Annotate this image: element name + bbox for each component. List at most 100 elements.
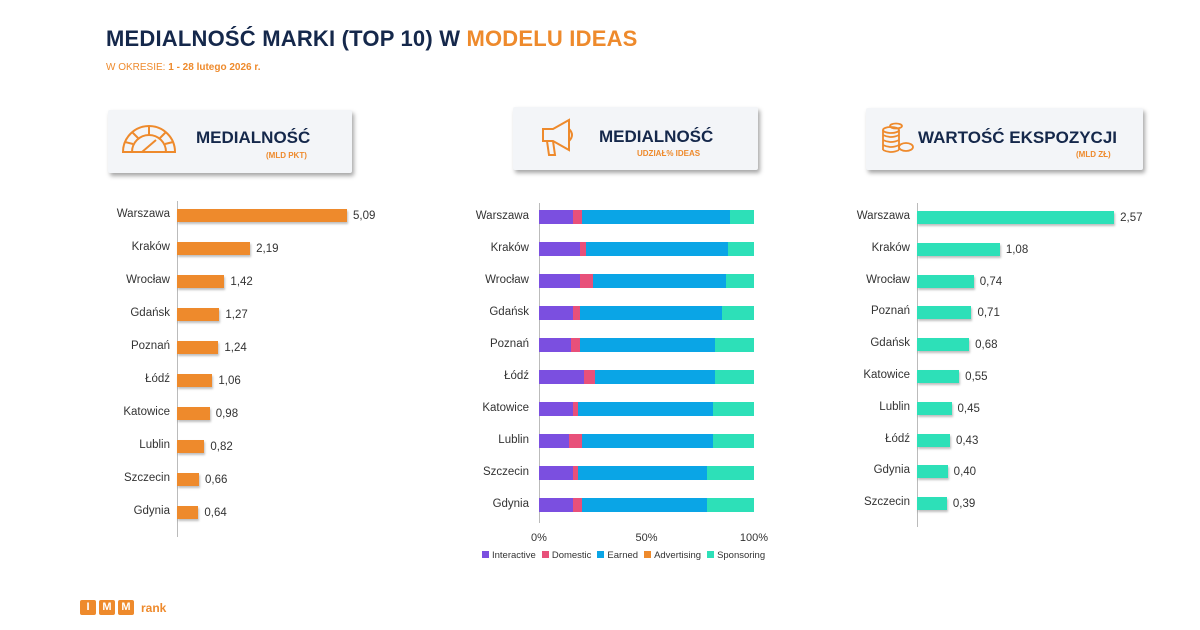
legend-item: Domestic [541, 550, 591, 561]
bar-segment-domestic [573, 210, 582, 224]
bar-segment-interactive [539, 466, 574, 480]
logo-letter: I [80, 600, 96, 615]
category-label: Szczecin [482, 466, 529, 478]
bar-segment-domestic [573, 306, 580, 320]
value-label: 1,42 [230, 276, 253, 288]
legend-swatch [644, 551, 652, 558]
category-label: Łódź [885, 432, 910, 445]
logo-word: rank [141, 600, 167, 615]
bar-segment-domestic [579, 242, 587, 256]
megaphone-icon [542, 118, 573, 156]
bar-segment-interactive [539, 306, 574, 320]
bar-segment-sponsoring [706, 466, 754, 480]
bar [177, 308, 220, 321]
bar-segment-sponsoring [713, 434, 754, 448]
legend-label: Advertising [654, 550, 702, 561]
bar [917, 433, 950, 447]
bar-segment-interactive [539, 210, 574, 224]
bar [917, 465, 948, 479]
bar-segment-domestic [569, 434, 582, 448]
bar-segment-earned [579, 338, 716, 352]
category-label: Warszawa [856, 210, 910, 222]
category-label: Łódź [504, 370, 529, 382]
category-label: Szczecin [123, 472, 170, 484]
header-subtitle: (MLD PKT) [266, 151, 307, 160]
value-label: 2,19 [256, 243, 279, 255]
bar [177, 440, 205, 453]
bar-segment-domestic [573, 402, 578, 416]
bar-segment-earned [582, 434, 714, 448]
bar [177, 374, 213, 387]
logo-letter: M [99, 600, 115, 615]
category-label: Katowice [123, 406, 170, 418]
category-label: Poznań [870, 305, 910, 318]
value-label: 0,45 [957, 402, 980, 415]
legend-item: Sponsoring [707, 550, 765, 561]
bar-segment-earned [577, 466, 707, 480]
bar [177, 407, 210, 420]
category-label: Gdynia [492, 498, 529, 510]
title-main: MEDIALNOŚĆ MARKI (TOP 10) W [106, 26, 467, 51]
bar-segment-sponsoring [715, 338, 754, 352]
bar [177, 275, 225, 288]
bar-segment-interactive [539, 370, 585, 384]
value-label: 0,43 [955, 434, 979, 447]
bar-segment-sponsoring [721, 306, 754, 320]
legend-item: Earned [597, 550, 638, 561]
bar-segment-domestic [573, 466, 578, 480]
bar-segment-interactive [539, 402, 574, 416]
value-label: 0,98 [215, 408, 239, 420]
bar-segment-earned [594, 370, 716, 384]
category-label: Kraków [871, 241, 910, 254]
x-tick-label: 100% [739, 532, 769, 544]
bar-segment-domestic [579, 274, 593, 288]
y-axis [177, 201, 178, 537]
category-label: Poznań [489, 338, 529, 350]
header-medialnosc: MEDIALNOŚĆ (MLD PKT) [108, 110, 352, 173]
bar-segment-sponsoring [728, 242, 754, 256]
category-label: Warszawa [475, 210, 529, 222]
value-label: 1,24 [224, 342, 247, 354]
value-label: 0,39 [952, 498, 976, 511]
category-label: Gdynia [133, 505, 170, 517]
value-label: 0,40 [953, 466, 977, 479]
value-label: 2,57 [1120, 212, 1143, 224]
period-label: W OKRESIE: [106, 62, 169, 73]
bar [917, 370, 960, 383]
bar-segment-sponsoring [706, 498, 754, 512]
header-subtitle: UDZIAŁ% IDEAS [637, 149, 701, 158]
legend-label: Earned [607, 550, 639, 561]
bar [917, 211, 1115, 224]
period-value: 1 - 28 lutego 2026 r. [168, 62, 261, 73]
category-label: Wrocław [866, 273, 910, 286]
bar [177, 341, 219, 354]
legend-swatch [597, 551, 605, 558]
bar-segment-interactive [539, 242, 580, 256]
bar-segment-domestic [573, 498, 582, 512]
legend-swatch [482, 551, 489, 558]
category-label: Lublin [498, 434, 529, 446]
coins-icon [882, 122, 914, 153]
legend-swatch [707, 551, 715, 558]
category-label: Wrocław [485, 274, 529, 286]
bar [917, 338, 970, 352]
category-label: Katowice [482, 402, 529, 414]
category-label: Kraków [131, 241, 170, 253]
value-label: 0,55 [965, 371, 988, 383]
bar-segment-domestic [571, 338, 580, 352]
category-label: Lublin [139, 439, 170, 451]
header-title: MEDIALNOŚĆ [599, 127, 714, 146]
bar [177, 506, 199, 519]
bar [917, 242, 1000, 256]
value-label: 5,09 [353, 210, 376, 222]
bar-segment-sponsoring [726, 274, 754, 288]
value-label: 0,68 [975, 339, 998, 352]
category-label: Katowice [863, 369, 910, 381]
header-subtitle: (MLD ZŁ) [1076, 150, 1111, 159]
header-title: MEDIALNOŚĆ [196, 128, 311, 147]
bar-segment-earned [582, 498, 707, 512]
category-label: Łódź [145, 373, 170, 385]
bar-segment-interactive [539, 338, 572, 352]
bar [177, 209, 347, 222]
bar [917, 306, 972, 320]
